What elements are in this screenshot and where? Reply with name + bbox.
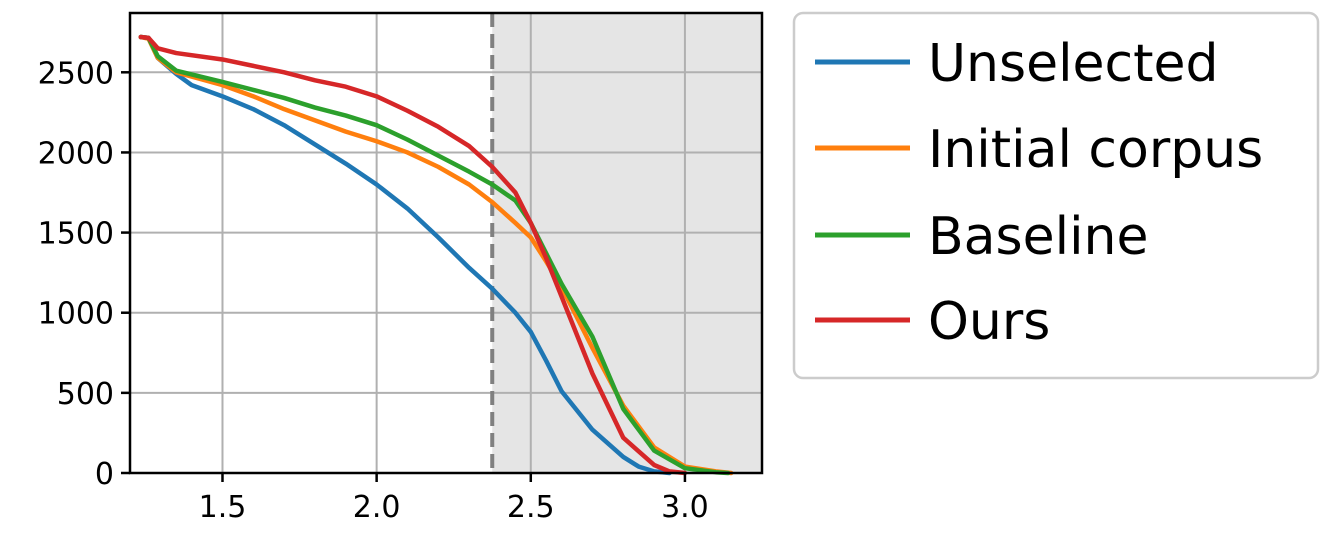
y-tick-label: 1500: [38, 217, 114, 252]
x-tick-label: 1.5: [199, 490, 247, 525]
y-tick-label: 500: [57, 377, 114, 412]
y-tick-label: 2500: [38, 56, 114, 91]
legend-label: Baseline: [928, 207, 1148, 267]
legend: Unselected Initial corpus Baseline Ours: [792, 11, 1320, 380]
y-tick-label: 1000: [38, 297, 114, 332]
legend-label: Unselected: [928, 34, 1219, 94]
legend-label: Ours: [928, 292, 1050, 352]
legend-label: Initial corpus: [928, 120, 1263, 180]
x-tick-label: 2.0: [353, 490, 401, 525]
x-tick-label: 3.0: [661, 490, 709, 525]
plot-frame: [128, 11, 764, 475]
series-line-unselected: [138, 34, 672, 476]
y-axis: 0 500 1000 1500 2000 2500: [38, 56, 130, 492]
series-lines: [138, 34, 734, 476]
x-tick-label: 2.5: [507, 490, 555, 525]
y-tick-label: 2000: [38, 136, 114, 171]
series-line-baseline: [138, 34, 731, 476]
x-axis: 1.5 2.0 2.5 3.0: [199, 473, 709, 525]
y-tick-label: 0: [95, 457, 114, 492]
legend-frame: [792, 11, 1320, 380]
series-line-ours: [138, 34, 688, 476]
